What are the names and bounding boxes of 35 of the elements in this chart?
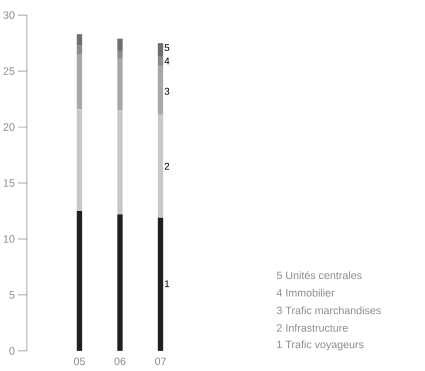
annotation: 1 [164, 280, 170, 287]
y-tick-label: 20 [4, 123, 14, 131]
text: 5 Unités centrales [276, 271, 362, 279]
bar [117, 110, 123, 214]
bar [117, 50, 123, 59]
y-tick-label: 15 [4, 179, 14, 187]
bar [76, 45, 82, 54]
y-tick-label: 10 [4, 235, 14, 243]
bar [158, 65, 164, 115]
annotation: 3 [164, 88, 170, 95]
bar [117, 58, 123, 110]
bar [117, 214, 123, 351]
bar [117, 38, 123, 51]
bar [76, 34, 82, 46]
y-tick-label: 30 [3, 11, 14, 19]
x-tick-label: 07 [154, 357, 166, 365]
x-tick-label: 05 [74, 357, 85, 365]
text: 4 Immobilier [276, 288, 334, 296]
y-tick-label: 0 [9, 346, 14, 354]
y-tick-label: 25 [4, 67, 14, 75]
annotation: 5 [164, 44, 170, 51]
bar [76, 210, 82, 351]
y-tick-label: 5 [9, 291, 14, 298]
text: 2 Infrastructure [276, 324, 348, 332]
text: 1 Trafic voyageurs [277, 340, 364, 350]
text: 3 Trafic marchandises [276, 306, 381, 314]
bar [158, 114, 164, 218]
annotation: 2 [164, 162, 170, 170]
bar [158, 56, 164, 66]
bar [76, 108, 82, 211]
bar [158, 218, 164, 351]
bar [158, 42, 164, 56]
bar [76, 54, 82, 109]
annotation: 4 [164, 57, 170, 64]
x-tick-label: 06 [114, 357, 126, 365]
